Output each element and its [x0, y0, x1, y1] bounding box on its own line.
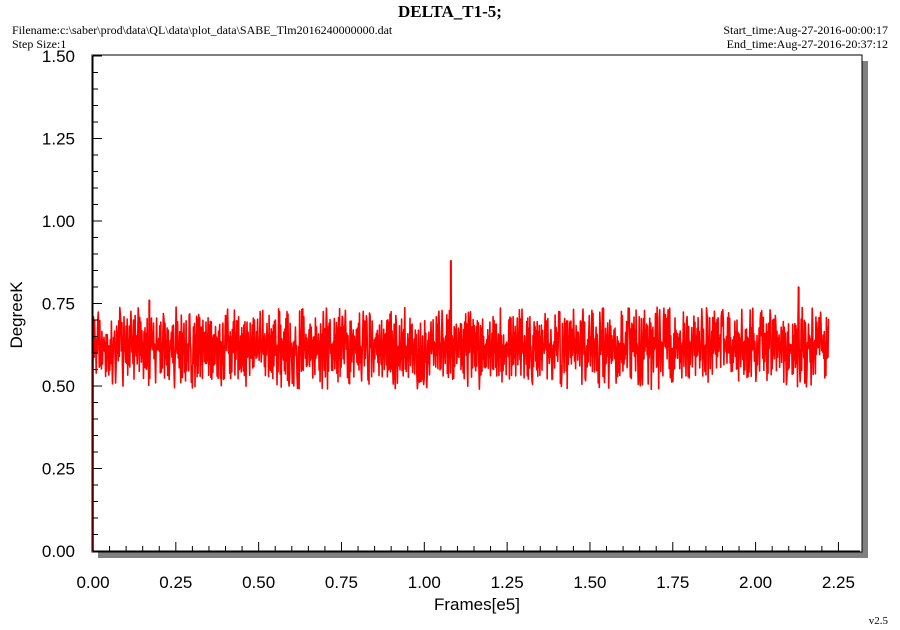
x-tick-label: 1.25 — [491, 573, 524, 592]
y-tick-label: 1.00 — [42, 212, 75, 231]
x-tick-label: 2.25 — [822, 573, 855, 592]
axis-layer: 0.00 0.25 0.50 0.75 1.00 1.25 1.50 0.00 0.25 0.50… — [42, 47, 860, 592]
y-axis-title: DegreeK — [7, 281, 26, 349]
x-tick-label: 1.00 — [408, 573, 441, 592]
x-tick-label: 0.75 — [325, 573, 358, 592]
series-line — [92, 259, 830, 551]
y-tick-label: 0.50 — [42, 377, 75, 396]
chart-title: DELTA_T1-5; — [398, 2, 502, 21]
y-tick-label: 0.75 — [42, 295, 75, 314]
x-tick-label: 1.50 — [573, 573, 606, 592]
x-tick-label: 1.75 — [656, 573, 689, 592]
x-tick-label: 0.25 — [159, 573, 192, 592]
end-time-label: End_time:Aug-27-2016-20:37:12 — [726, 37, 888, 51]
y-tick-label: 1.50 — [42, 47, 75, 66]
version-label: v2.5 — [868, 615, 888, 627]
x-tick-label: 2.00 — [739, 573, 772, 592]
y-tick-label: 0.25 — [42, 460, 75, 479]
x-tick-label: 0.50 — [242, 573, 275, 592]
y-tick-label: 0.00 — [42, 542, 75, 561]
x-axis-title: Frames[e5] — [434, 595, 520, 614]
step-size-label: Step Size:1 — [12, 37, 67, 51]
y-tick-label: 1.25 — [42, 130, 75, 149]
start-time-label: Start_time:Aug-27-2016-00:00:17 — [723, 23, 888, 37]
series-layer — [92, 259, 830, 551]
x-tick-label: 0.00 — [76, 573, 109, 592]
filename-label: Filename:c:\saber\prod\data\QL\data\plot… — [12, 23, 393, 37]
plot-area — [91, 54, 863, 553]
